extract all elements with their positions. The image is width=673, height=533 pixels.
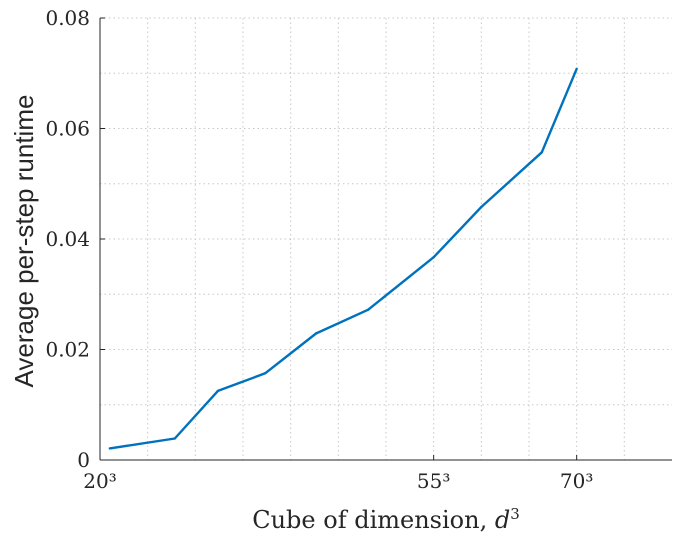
x-tick-label: 20³ — [83, 469, 116, 493]
y-tick-label: 0.06 — [45, 117, 90, 141]
data-point — [263, 372, 267, 375]
data-point — [432, 256, 435, 259]
x-axis-label: Cube of dimension, d3 — [252, 505, 520, 533]
data-point — [314, 332, 318, 335]
series — [108, 67, 578, 450]
x-tick-label: 70³ — [560, 469, 593, 493]
y-tick-label: 0.02 — [45, 338, 90, 362]
y-axis-label: Average per-step runtime — [9, 95, 39, 388]
data-point — [173, 437, 177, 440]
data-point — [575, 67, 578, 71]
x-tick-label: 55³ — [417, 469, 450, 493]
data-point — [540, 151, 544, 154]
y-tick-label: 0.04 — [45, 227, 90, 251]
data-point — [216, 389, 220, 393]
y-tick-label: 0 — [77, 448, 90, 472]
data-point — [366, 308, 370, 311]
grid — [100, 17, 672, 460]
ticks: 0 0.02 0.04 0.06 0.08 20³ 55³ 70³ — [45, 6, 593, 493]
data-point — [480, 205, 483, 209]
data-point — [108, 447, 112, 450]
y-tick-label: 0.08 — [45, 6, 90, 30]
series-line — [109, 68, 578, 450]
